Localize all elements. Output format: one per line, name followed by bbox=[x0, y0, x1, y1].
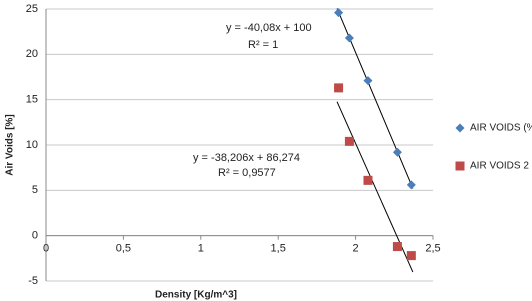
legend-label: AIR VOIDS (% bbox=[470, 123, 532, 134]
legend-marker bbox=[455, 123, 465, 133]
marker bbox=[392, 147, 402, 157]
marker bbox=[334, 8, 344, 18]
x-tick-label: 0,5 bbox=[116, 243, 131, 255]
marker bbox=[344, 136, 354, 146]
x-axis-title: Density [Kg/m^3] bbox=[155, 290, 237, 301]
y-tick-label: 20 bbox=[26, 48, 38, 60]
x-tick-label: 2 bbox=[353, 243, 359, 255]
annotation: y = -38,206x + 86,274 bbox=[193, 152, 300, 164]
y-axis-title: Air Voids [%] bbox=[5, 114, 16, 175]
marker bbox=[392, 242, 402, 252]
y-tick-label: 25 bbox=[26, 3, 38, 15]
y-tick-label: 5 bbox=[32, 184, 38, 196]
legend-marker bbox=[455, 161, 465, 171]
y-tick-label: 0 bbox=[32, 230, 38, 242]
y-tick-label: 10 bbox=[26, 139, 38, 151]
marker bbox=[363, 76, 373, 86]
annotation: R² = 0,9577 bbox=[218, 167, 276, 179]
annotation: y = -40,08x + 100 bbox=[226, 22, 312, 34]
x-tick-label: 0 bbox=[43, 243, 49, 255]
x-tick-label: 2,5 bbox=[425, 243, 440, 255]
y-tick-label: 15 bbox=[26, 94, 38, 106]
marker bbox=[363, 175, 373, 185]
legend-label: AIR VOIDS 2 ( bbox=[470, 161, 532, 172]
marker bbox=[344, 33, 354, 43]
y-tick-label: -5 bbox=[28, 275, 38, 287]
annotation: R² = 1 bbox=[248, 39, 278, 51]
marker bbox=[406, 180, 416, 190]
x-tick-label: 1 bbox=[198, 243, 204, 255]
marker bbox=[406, 251, 416, 261]
x-tick-label: 1,5 bbox=[271, 243, 286, 255]
marker bbox=[334, 83, 344, 93]
